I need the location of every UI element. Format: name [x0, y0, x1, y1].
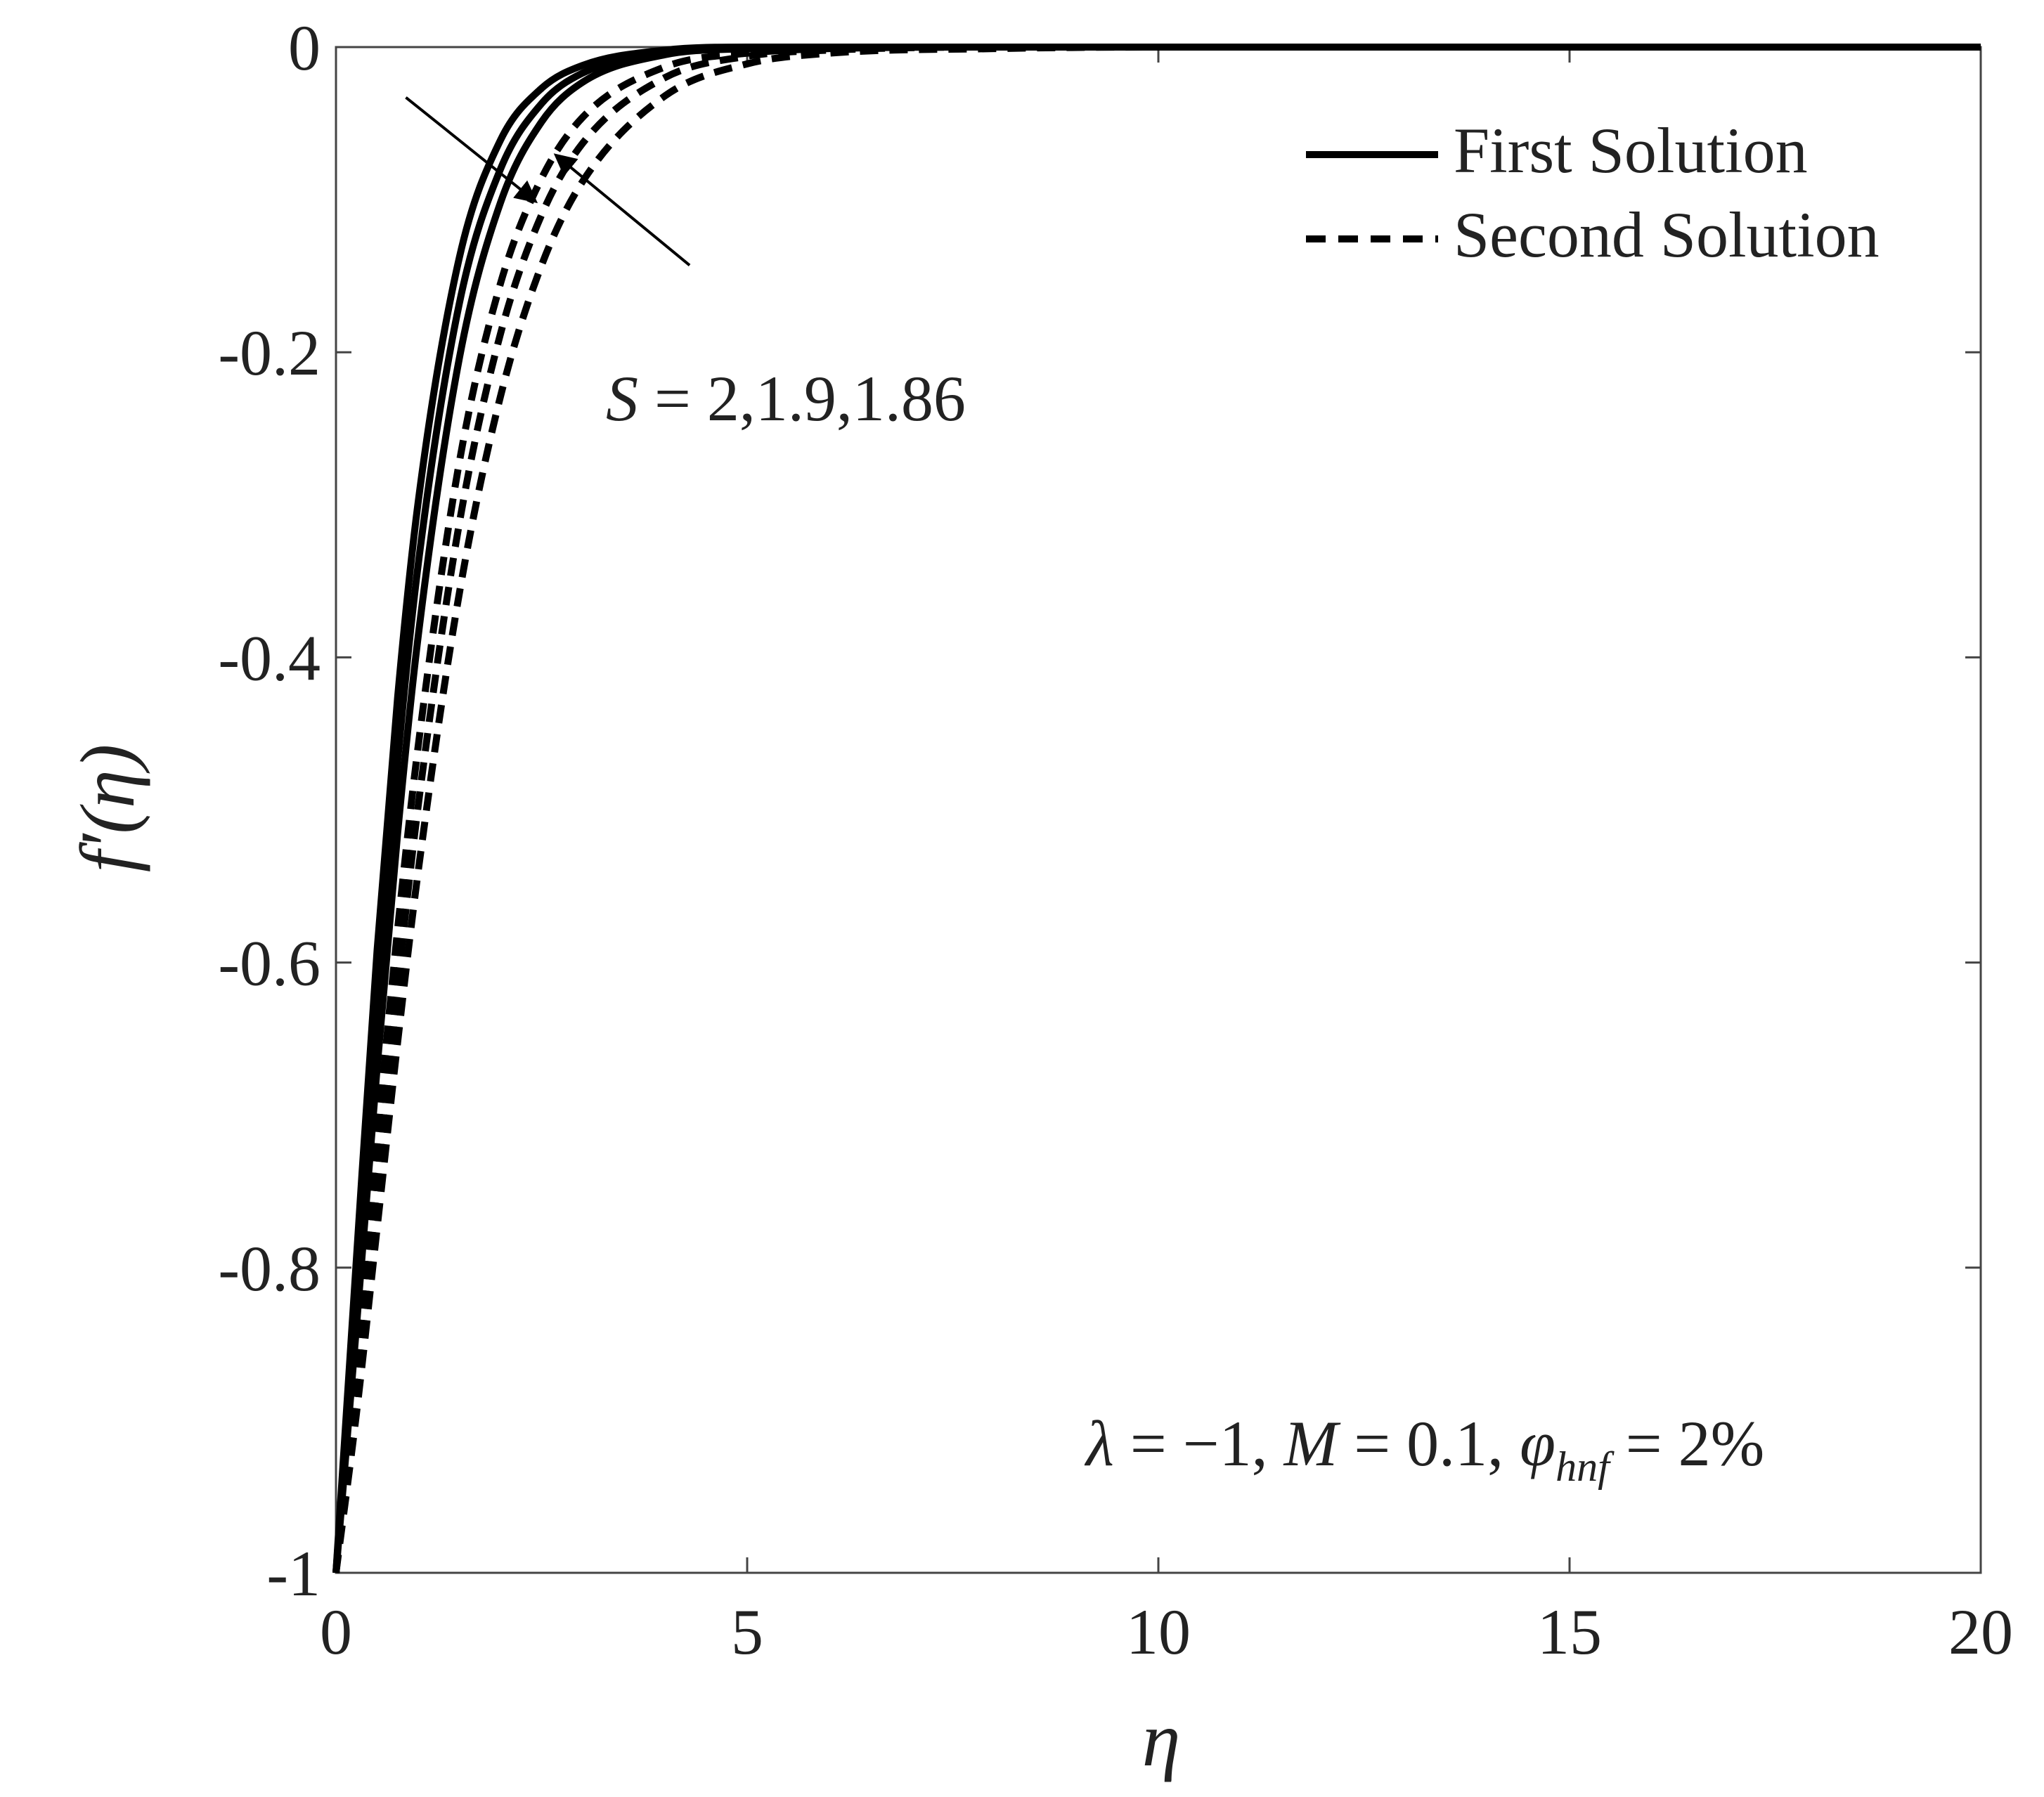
y-tick-label: -0.6 — [218, 928, 321, 999]
x-tick-label: 15 — [1537, 1596, 1602, 1668]
s-annotation: S = 2,1.9,1.86 — [606, 363, 966, 434]
lambda-symbol: λ — [1084, 1408, 1114, 1479]
y-tick-label: -0.4 — [218, 622, 321, 694]
x-axis-title: η — [1142, 1697, 1181, 1782]
second-solution-line-5 — [332, 43, 1981, 1574]
y-tick-label: -0.2 — [218, 317, 321, 389]
series-layer — [332, 43, 1981, 1574]
phi-symbol: φ — [1520, 1408, 1555, 1479]
annotation-arrows — [405, 96, 691, 266]
legend: First Solution Second Solution — [1306, 115, 1880, 271]
phi-subscript: hnf — [1555, 1444, 1615, 1490]
second-solution-line-4 — [332, 43, 1981, 1574]
legend-label-second: Second Solution — [1454, 199, 1880, 271]
first-solution-line-2 — [332, 43, 1981, 1574]
m-value: = 0.1, — [1338, 1408, 1520, 1479]
y-tick-label: 0 — [288, 12, 321, 84]
s-equals: = — [638, 363, 707, 434]
arrow-second-solution — [553, 153, 691, 266]
x-tick-label: 0 — [320, 1596, 352, 1668]
y-tick-label: -1 — [266, 1538, 321, 1609]
plot-frame — [335, 46, 1982, 1574]
first-solution-line-0 — [332, 43, 1981, 1574]
first-solution-line-1 — [332, 43, 1981, 1574]
x-tick-label: 5 — [731, 1596, 763, 1668]
arrow-first-solution — [405, 96, 538, 204]
y-tick-label: -0.8 — [218, 1233, 321, 1304]
s-symbol: S — [606, 363, 638, 434]
m-symbol: M — [1283, 1408, 1341, 1479]
x-tick-label: 10 — [1126, 1596, 1191, 1668]
legend-label-first: First Solution — [1454, 115, 1808, 186]
phi-value: = 2% — [1610, 1408, 1765, 1479]
second-solution-line-3 — [332, 43, 1981, 1574]
params-annotation: λ = −1, M = 0.1, φhnf = 2% — [1084, 1408, 1764, 1490]
axes: 0 5 10 15 20 0 -0.2 -0.4 -0.6 -0.8 -1 — [218, 12, 2013, 1668]
lambda-value: = −1, — [1114, 1408, 1284, 1479]
y-axis-title: f′(η) — [65, 744, 150, 872]
s-values: 2,1.9,1.86 — [707, 363, 966, 434]
x-tick-label: 20 — [1948, 1596, 2013, 1668]
